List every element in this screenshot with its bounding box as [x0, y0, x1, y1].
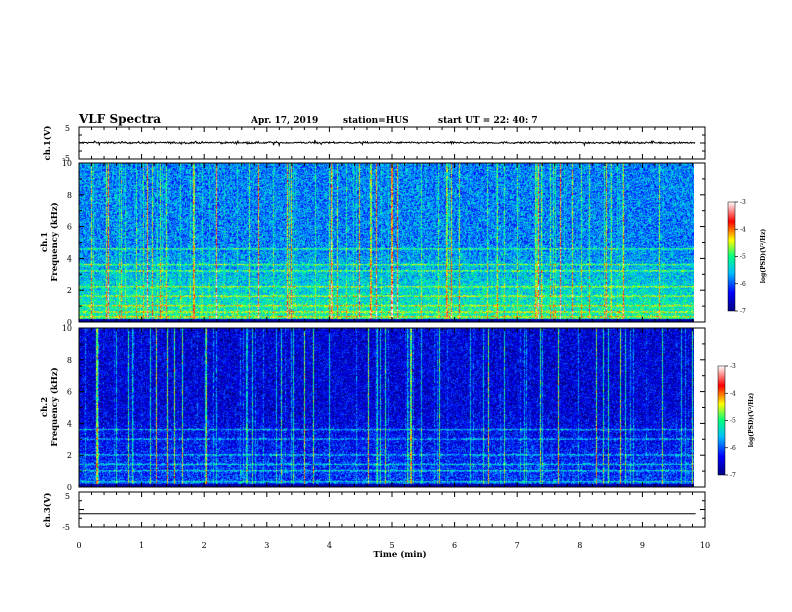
ch2-spectrogram-ytick-label: 10: [62, 324, 72, 333]
ch2-spectrogram-ytick-label: 0: [67, 483, 72, 492]
ch2-spectrogram-ytick-label: 8: [67, 356, 72, 365]
ch1-spectrogram-ytick-label: 10: [62, 159, 72, 168]
ch1-spectrogram-ytick-label: 8: [67, 191, 72, 200]
ch3-waveform-panel: 5 -5 ch.3(V): [42, 491, 706, 532]
ch2-spectrogram-yticklabels: 0 2 4 6 8 10: [62, 324, 72, 492]
ch3-waveform-ylabel: ch.3(V): [42, 493, 53, 528]
x-axis-tick-label: 8: [577, 541, 582, 550]
ch2-colorbar-tick-label: -5: [730, 418, 736, 425]
ch2-colorbar-ticks: -3 -4 -5 -6 -7: [725, 363, 736, 479]
ch2-colorbar-tick-label: -6: [730, 445, 736, 452]
ch1-colorbar-tick-label: -7: [740, 308, 746, 315]
x-axis-tick-label: 5: [389, 541, 394, 550]
ch2-spectrogram-ytick-label: 6: [67, 388, 72, 397]
x-axis-tick-label: 6: [452, 541, 457, 550]
ch1-spectrogram-ytick-label: 2: [67, 286, 72, 295]
x-axis-tick-label: 3: [264, 541, 269, 550]
ch2-spectrogram-ylabel-channel: ch.2: [40, 397, 50, 417]
ch1-waveform-panel: 5 -5 ch.1(V): [42, 124, 706, 163]
x-axis-tick-labels: 0 1 2 3 4 5 6 7 8 9 10: [76, 541, 710, 550]
ch1-spectrogram-image: [79, 163, 694, 322]
ch1-spectrogram-ytick-label: 6: [67, 223, 72, 232]
ch2-spectrogram-ytick-label: 2: [67, 451, 72, 460]
ch2-spectrogram-image: [79, 328, 694, 487]
ch1-colorbar-tick-label: -5: [740, 254, 746, 261]
ch1-colorbar-tick-label: -3: [740, 199, 746, 206]
ch3-ytick-bottom: -5: [62, 523, 70, 532]
ch1-spectrogram-ytick-label: 4: [67, 254, 72, 263]
ch2-colorbar: [717, 365, 726, 476]
ch1-spectrogram-yticklabels: 0 2 4 6 8 10: [62, 159, 72, 327]
ch1-colorbar-label: log(PSD)(V²/Hz): [760, 229, 767, 284]
ch1-colorbar: [727, 201, 736, 312]
ch1-colorbar-tick-label: -4: [740, 226, 746, 233]
ch1-spectrogram-ylabel-frequency: Frequency (kHz): [49, 202, 60, 281]
x-axis-tick-label: 0: [76, 541, 81, 550]
ch2-spectrogram-ytick-label: 4: [67, 419, 72, 428]
ch1-waveform-ticks: [78, 126, 706, 160]
ch1-spectrogram-ticks: [78, 162, 706, 323]
ch1-colorbar-ticks: -3 -4 -5 -6 -7: [735, 199, 746, 315]
date-label: Apr. 17, 2019: [250, 116, 318, 126]
ch1-colorbar-tick-label: -6: [740, 281, 746, 288]
ch3-waveform-frame: [78, 491, 706, 528]
ch2-colorbar-tick-label: -4: [730, 390, 736, 397]
ch1-ytick-bottom: -5: [62, 154, 70, 163]
ch1-waveform-ylabel: ch.1(V): [42, 126, 53, 161]
x-axis-tick-label: 1: [139, 541, 144, 550]
ch2-spectrogram-ylabel-frequency: Frequency (kHz): [49, 367, 60, 446]
ch2-colorbar-tick-label: -7: [730, 472, 736, 479]
ch1-ytick-top: 5: [65, 124, 70, 133]
ch3-ytick-top: 5: [65, 492, 70, 501]
x-axis-tick-label: 7: [515, 541, 520, 550]
ch1-spectrogram-ytick-label: 0: [67, 318, 72, 327]
x-axis-tick-label: 10: [700, 541, 710, 550]
ch2-colorbar-label: log(PSD)(V²/Hz): [748, 393, 755, 448]
ch1-waveform-trace: [78, 139, 696, 148]
ch2-spectrogram-ticks: [78, 327, 706, 488]
start-ut-label: start UT = 22: 40: 7: [438, 116, 538, 126]
ch3-waveform-ticks: [78, 491, 706, 528]
x-axis-tick-label: 4: [327, 541, 332, 550]
figure-title: VLF Spectra: [78, 112, 161, 126]
ch1-spectrogram-ylabel-channel: ch.1: [40, 232, 50, 252]
station-label: station=HUS: [343, 116, 409, 126]
ch2-colorbar-tick-label: -3: [730, 363, 736, 370]
x-axis-label: Time (min): [373, 549, 426, 560]
x-axis-tick-label: 9: [640, 541, 645, 550]
x-axis-tick-label: 2: [202, 541, 207, 550]
